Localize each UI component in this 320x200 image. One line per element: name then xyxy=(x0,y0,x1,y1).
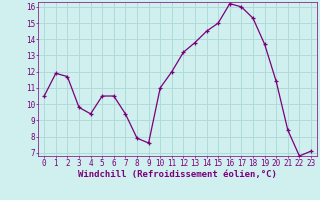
X-axis label: Windchill (Refroidissement éolien,°C): Windchill (Refroidissement éolien,°C) xyxy=(78,170,277,179)
